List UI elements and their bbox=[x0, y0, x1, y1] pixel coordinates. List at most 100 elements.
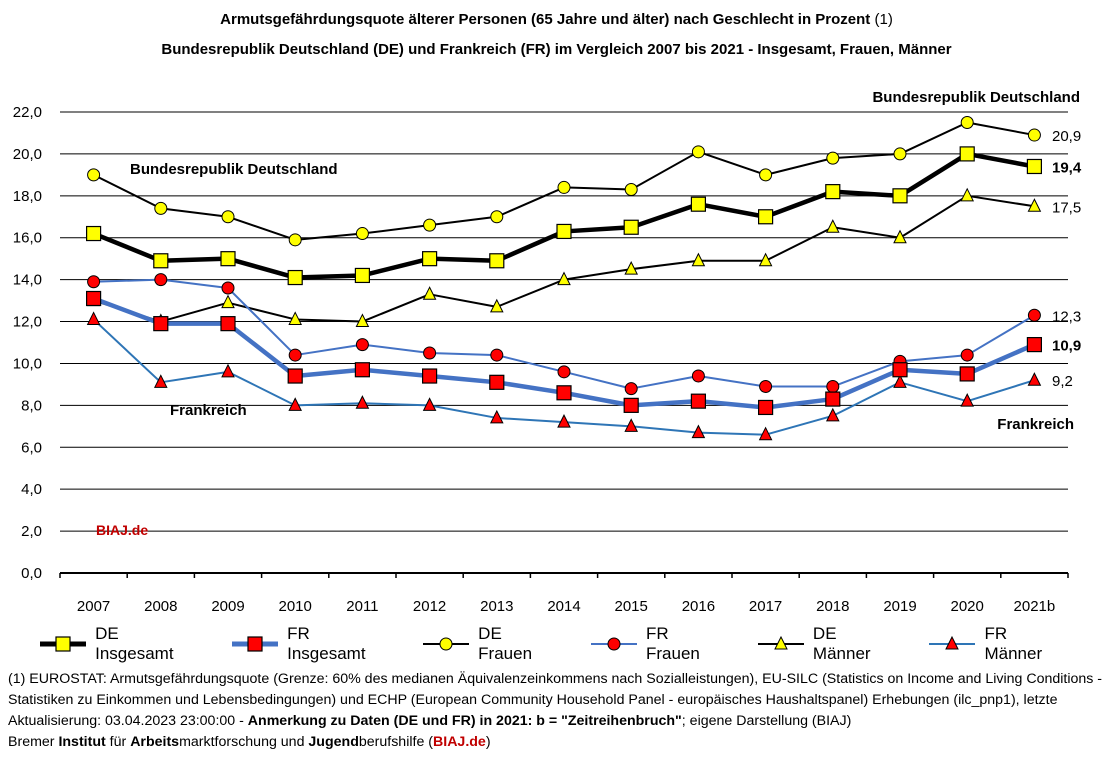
annotation-de-right: Bundesrepublik Deutschland bbox=[872, 89, 1080, 106]
x-tick-label: 2007 bbox=[77, 598, 110, 615]
chart-title-main: Armutsgefährdungsquote älterer Personen … bbox=[220, 11, 871, 28]
data-point-de-frauen bbox=[557, 180, 571, 194]
x-tick-label: 2021b bbox=[1014, 598, 1056, 615]
data-point-de-m-nner bbox=[691, 252, 706, 267]
x-tick-label: 2019 bbox=[883, 598, 916, 615]
y-tick-label: 18,0 bbox=[13, 188, 42, 205]
data-point-de-insgesamt bbox=[220, 251, 236, 267]
legend-label: DE Insgesamt bbox=[95, 624, 174, 663]
data-point-de-m-nner bbox=[893, 229, 907, 244]
data-point-de-insgesamt bbox=[489, 253, 505, 269]
data-point-fr-insgesamt bbox=[892, 362, 908, 378]
data-point-fr-insgesamt bbox=[354, 362, 370, 378]
legend-item: DE Männer bbox=[756, 624, 898, 664]
data-point-fr-m-nner bbox=[355, 395, 370, 409]
data-point-fr-insgesamt bbox=[825, 391, 841, 407]
legend-marker bbox=[945, 635, 960, 650]
x-tick-label: 2020 bbox=[951, 598, 984, 615]
legend-swatch-triangle-icon bbox=[929, 635, 976, 650]
data-point-fr-m-nner bbox=[288, 397, 303, 411]
footnote-org-5: marktforschung und bbox=[179, 734, 309, 750]
data-point-fr-m-nner bbox=[960, 393, 975, 407]
chart-subtitle: Bundesrepublik Deutschland (DE) und Fran… bbox=[161, 41, 952, 58]
legend-label: DE Frauen bbox=[478, 624, 533, 663]
data-point-de-frauen bbox=[759, 168, 773, 182]
line-chart: 0,0 2,0 4,0 6,0 8,0 10,0 12,0 14,0 16,0 18,0 20,0 2… bbox=[13, 89, 1082, 615]
data-point-de-insgesamt bbox=[959, 146, 975, 162]
data-point-fr-insgesamt bbox=[422, 368, 438, 384]
data-point-de-insgesamt bbox=[1026, 158, 1043, 175]
data-point-fr-frauen bbox=[221, 281, 235, 295]
data-point-fr-frauen bbox=[87, 275, 101, 289]
data-point-de-m-nner bbox=[422, 286, 437, 300]
data-point-fr-insgesamt bbox=[153, 316, 169, 332]
footnote-org-7: berufshilfe ( bbox=[358, 734, 433, 750]
data-point-fr-insgesamt bbox=[959, 366, 975, 382]
data-point-fr-frauen bbox=[759, 380, 773, 394]
legend-item: FR Männer bbox=[927, 624, 1068, 664]
series-fr-frauen: 12,3 bbox=[87, 273, 1081, 396]
data-point-de-frauen bbox=[490, 210, 504, 224]
legend-marker bbox=[55, 636, 71, 652]
data-point-fr-m-nner bbox=[489, 409, 504, 424]
data-point-fr-m-nner bbox=[624, 418, 639, 432]
legend-swatch-square-icon bbox=[232, 636, 278, 652]
data-point-de-insgesamt bbox=[892, 188, 908, 204]
footnote-end: ; eigene Darstellung (BIAJ) bbox=[681, 713, 852, 729]
end-label-de-insgesamt: 19,4 bbox=[1052, 159, 1082, 176]
data-point-de-frauen bbox=[691, 145, 705, 159]
annotation-de-left: Bundesrepublik Deutschland bbox=[130, 161, 338, 178]
series-fr-m-nner: 9,2 bbox=[86, 311, 1073, 441]
data-point-de-m-nner bbox=[758, 252, 773, 267]
data-point-de-insgesamt bbox=[85, 225, 102, 242]
legend-label: FR Männer bbox=[984, 624, 1043, 663]
data-point-de-frauen bbox=[893, 147, 907, 161]
series-de-insgesamt: 19,4 bbox=[85, 146, 1082, 286]
annotation-fr-right: Frankreich bbox=[997, 416, 1074, 433]
data-point-fr-insgesamt bbox=[85, 290, 102, 307]
data-point-de-m-nner bbox=[624, 261, 639, 275]
y-tick-label: 2,0 bbox=[21, 523, 42, 540]
footnote-org-link[interactable]: BIAJ.de bbox=[433, 734, 486, 750]
data-point-fr-frauen bbox=[624, 382, 638, 396]
data-point-fr-frauen bbox=[557, 365, 571, 379]
data-point-de-insgesamt bbox=[354, 267, 370, 284]
data-point-fr-m-nner bbox=[86, 311, 101, 325]
legend-item: FR Frauen bbox=[589, 624, 726, 664]
end-label-de-m-nner: 17,5 bbox=[1052, 199, 1081, 216]
data-point-de-m-nner bbox=[355, 313, 370, 328]
legend-item: FR Insgesamt bbox=[230, 624, 391, 664]
legend-item: DE Frauen bbox=[421, 624, 559, 664]
data-point-de-m-nner bbox=[960, 187, 975, 202]
data-point-de-insgesamt bbox=[623, 219, 639, 235]
x-tick-label: 2012 bbox=[413, 598, 446, 615]
x-tick-label: 2013 bbox=[480, 598, 513, 615]
data-point-fr-insgesamt bbox=[757, 399, 774, 416]
data-point-fr-insgesamt bbox=[556, 385, 572, 401]
data-point-fr-insgesamt bbox=[623, 397, 639, 413]
annotation-fr-left: Frankreich bbox=[170, 402, 247, 419]
data-point-fr-frauen bbox=[960, 348, 974, 362]
legend-label: FR Insgesamt bbox=[287, 624, 366, 663]
x-tick-label: 2014 bbox=[547, 598, 580, 615]
end-label-fr-insgesamt: 10,9 bbox=[1052, 338, 1081, 355]
series-de-frauen: 20,9 bbox=[87, 115, 1081, 247]
data-point-de-frauen bbox=[221, 210, 235, 224]
data-point-de-m-nner bbox=[557, 271, 571, 286]
data-point-fr-insgesamt bbox=[220, 316, 236, 332]
legend-swatch-circle-icon bbox=[590, 637, 637, 651]
x-tick-label: 2010 bbox=[279, 598, 312, 615]
y-tick-label: 6,0 bbox=[21, 439, 42, 456]
legend-label: FR Frauen bbox=[646, 624, 700, 663]
data-point-de-insgesamt bbox=[287, 269, 303, 286]
data-point-de-insgesamt bbox=[690, 196, 707, 212]
y-tick-label: 14,0 bbox=[13, 272, 42, 289]
data-point-fr-m-nner bbox=[1027, 372, 1042, 386]
data-point-fr-insgesamt bbox=[690, 393, 707, 409]
x-tick-label: 2008 bbox=[144, 598, 177, 615]
data-point-fr-m-nner bbox=[153, 374, 168, 388]
legend-marker bbox=[439, 637, 453, 651]
legend-swatch-square-icon bbox=[40, 636, 86, 652]
data-point-fr-frauen bbox=[490, 348, 504, 362]
data-point-fr-m-nner bbox=[221, 363, 235, 378]
